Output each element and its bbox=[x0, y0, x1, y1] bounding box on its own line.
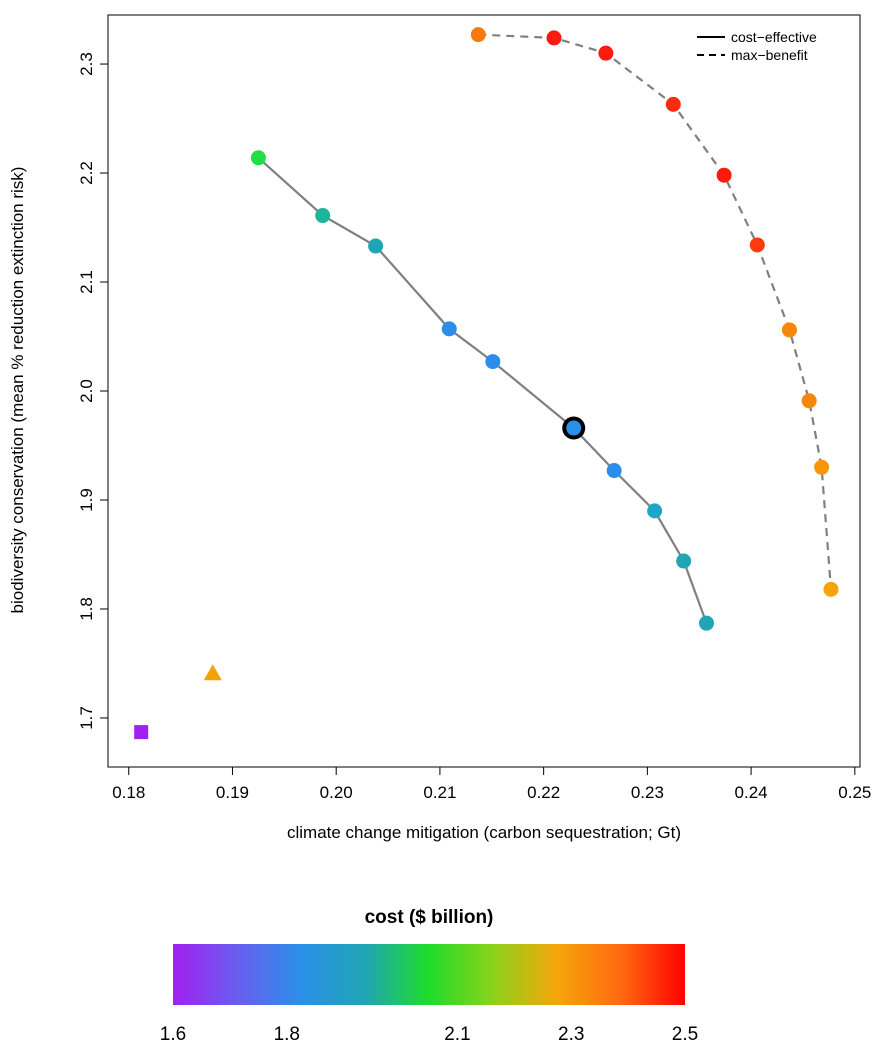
max-benefit-point bbox=[814, 459, 830, 475]
colorbar-tick-label: 1.8 bbox=[274, 1024, 300, 1043]
x-tick-label: 0.18 bbox=[112, 783, 145, 802]
colorbar: cost ($ billion) 1.6 1.8 2.1 2.3 2.5 bbox=[160, 907, 698, 1043]
y-tick-label: 1.8 bbox=[77, 597, 96, 621]
max-benefit-point bbox=[801, 393, 817, 409]
x-tick-label: 0.23 bbox=[631, 783, 664, 802]
cost-effective-point bbox=[315, 208, 331, 224]
cost-effective-point bbox=[250, 150, 266, 166]
x-axis-title: climate change mitigation (carbon seques… bbox=[287, 823, 681, 842]
y-tick-label: 2.1 bbox=[77, 270, 96, 294]
legend: cost−effective max−benefit bbox=[697, 29, 817, 63]
y-tick-label: 1.7 bbox=[77, 706, 96, 730]
x-tick-label: 0.21 bbox=[423, 783, 456, 802]
cost-effective-point bbox=[368, 238, 384, 254]
colorbar-tick-label: 2.5 bbox=[672, 1024, 698, 1043]
colorbar-ticks: 1.6 1.8 2.1 2.3 2.5 bbox=[160, 1024, 698, 1043]
x-tick-label: 0.24 bbox=[735, 783, 768, 802]
cost-effective-point bbox=[606, 463, 622, 479]
colorbar-gradient bbox=[173, 944, 685, 1005]
x-tick-label: 0.25 bbox=[838, 783, 871, 802]
max-benefit-point bbox=[823, 581, 839, 597]
cost-effective-line bbox=[257, 156, 708, 624]
colorbar-tick-label: 1.6 bbox=[160, 1024, 186, 1043]
x-tick-label: 0.20 bbox=[320, 783, 353, 802]
max-benefit-point bbox=[598, 45, 614, 61]
max-benefit-point bbox=[665, 96, 681, 112]
triangle-point bbox=[203, 664, 222, 681]
legend-label-max-benefit: max−benefit bbox=[731, 47, 808, 63]
cost-effective-point bbox=[441, 321, 457, 337]
cost-effective-point bbox=[566, 420, 582, 436]
x-tick-label: 0.22 bbox=[527, 783, 560, 802]
colorbar-tick-label: 2.3 bbox=[558, 1024, 584, 1043]
cost-effective-point bbox=[485, 354, 501, 370]
cost-effective-point bbox=[698, 615, 714, 631]
y-axis-title: biodiversity conservation (mean % reduct… bbox=[8, 167, 27, 614]
legend-label-cost-effective: cost−effective bbox=[731, 29, 817, 45]
plot-area-border bbox=[107, 14, 861, 768]
max-benefit-point bbox=[749, 237, 765, 253]
x-tick-label: 0.19 bbox=[216, 783, 249, 802]
cost-effective-point bbox=[647, 503, 663, 519]
y-tick-label: 2.2 bbox=[77, 161, 96, 185]
y-tick-label: 2.3 bbox=[77, 52, 96, 76]
y-axis: 1.7 1.8 1.9 2.0 2.1 2.2 2.3 bbox=[77, 50, 109, 730]
square-point bbox=[134, 725, 149, 740]
cost-effective-point bbox=[676, 553, 692, 569]
colorbar-title: cost ($ billion) bbox=[365, 907, 494, 928]
series-lines bbox=[257, 33, 833, 624]
series-points bbox=[134, 27, 839, 740]
max-benefit-point bbox=[470, 27, 486, 43]
colorbar-tick-label: 2.1 bbox=[444, 1024, 470, 1043]
y-tick-label: 2.0 bbox=[77, 379, 96, 403]
max-benefit-point bbox=[546, 30, 562, 46]
y-tick-label: 1.9 bbox=[77, 488, 96, 512]
x-axis: 0.18 0.19 0.20 0.21 0.22 0.23 0.24 0.25 bbox=[112, 766, 871, 802]
max-benefit-line bbox=[478, 33, 833, 590]
max-benefit-point bbox=[781, 322, 797, 338]
max-benefit-point bbox=[716, 167, 732, 183]
